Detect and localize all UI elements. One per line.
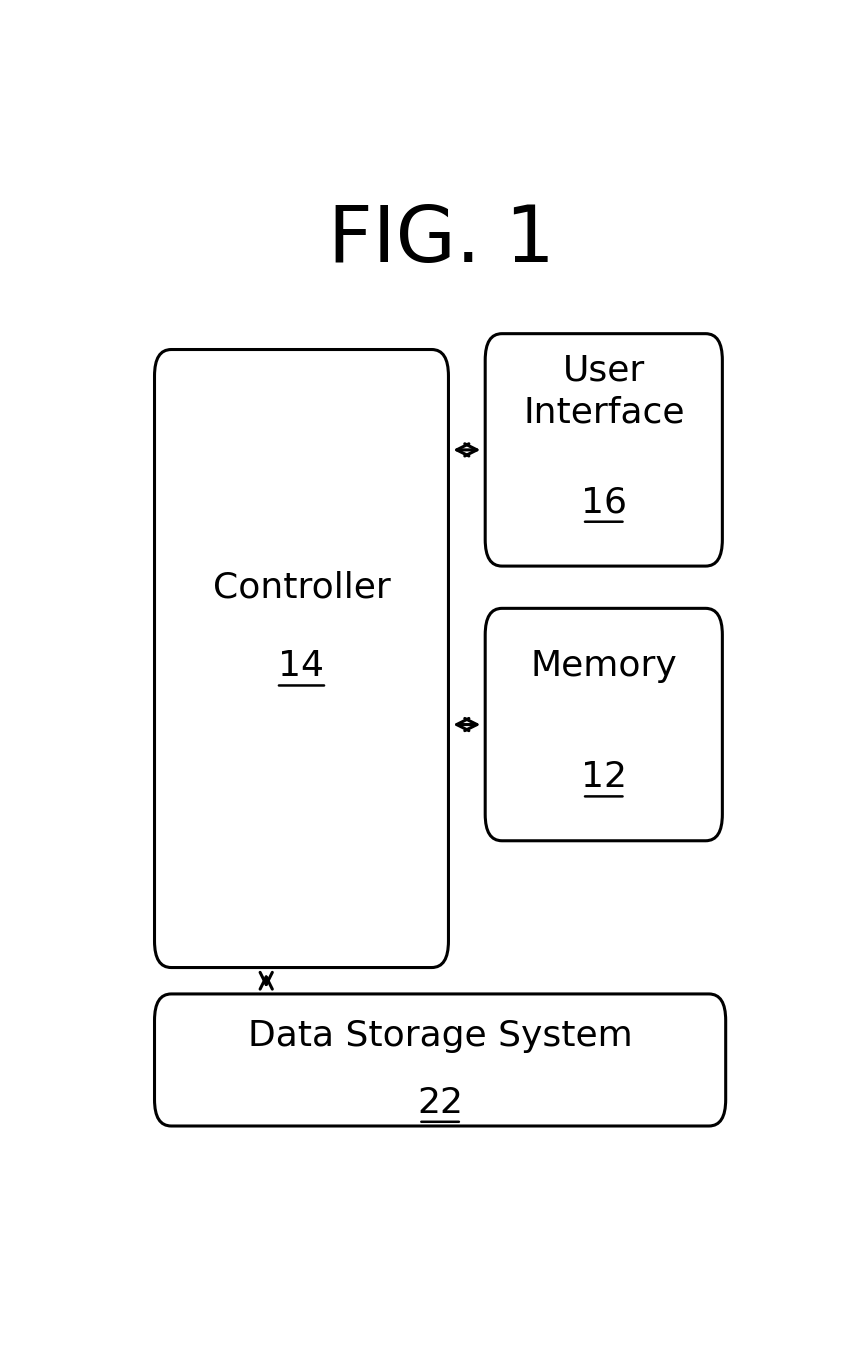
Text: 12: 12 — [580, 760, 626, 794]
Text: 16: 16 — [580, 486, 626, 520]
FancyBboxPatch shape — [154, 993, 725, 1126]
Text: 14: 14 — [278, 649, 324, 683]
Text: FIG. 1: FIG. 1 — [328, 202, 554, 277]
Text: User
Interface: User Interface — [523, 354, 684, 429]
Text: Controller: Controller — [213, 571, 390, 604]
FancyBboxPatch shape — [154, 350, 448, 967]
Text: Memory: Memory — [530, 649, 677, 683]
FancyBboxPatch shape — [485, 608, 722, 841]
Text: 22: 22 — [417, 1085, 462, 1120]
Text: Data Storage System: Data Storage System — [247, 1019, 632, 1054]
FancyBboxPatch shape — [485, 333, 722, 567]
